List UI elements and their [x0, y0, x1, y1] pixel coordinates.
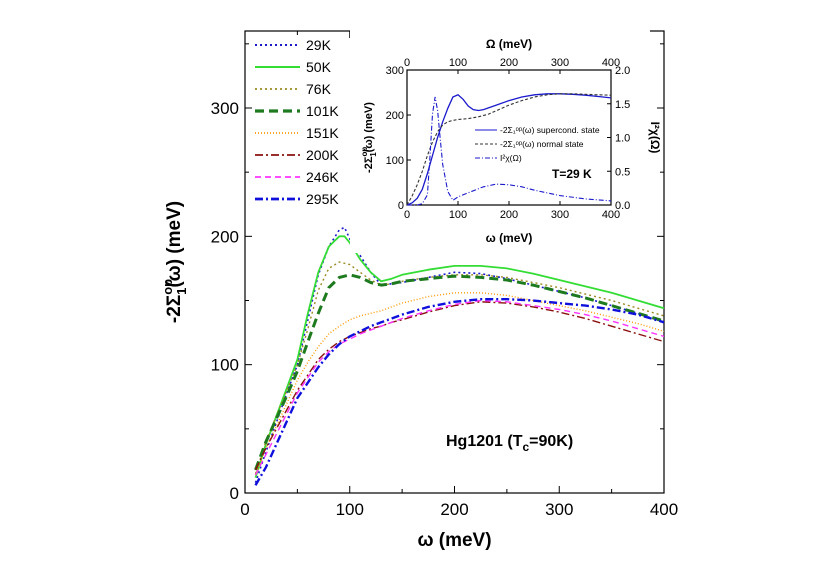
inset-series-group — [406, 93, 612, 206]
inset-x-tick-label: 200 — [500, 209, 518, 221]
inset-x2-tick-label: 100 — [449, 57, 467, 69]
svg-text:-2Σop1(ω) (meV): -2Σop1(ω) (meV) — [160, 201, 189, 323]
legend-label-29K: 29K — [306, 37, 332, 53]
inset-legend-label-1: -2Σ₁ᵒᵖ(ω) normal state — [500, 139, 584, 149]
inset-series-line-0 — [406, 93, 612, 206]
main-x-tick-label: 100 — [336, 500, 364, 519]
series-line-151K — [254, 292, 665, 476]
annotation-pre: Hg1201 (T — [446, 433, 523, 450]
sample-annotation: Hg1201 (Tc=90K) — [446, 433, 573, 454]
inset-y-label-sup: op — [360, 147, 369, 157]
legend-label-76K: 76K — [306, 81, 332, 97]
series-line-50K — [254, 235, 665, 478]
inset-x-tick-label: 0 — [404, 209, 410, 221]
inset-legend: -2Σ₁ᵒᵖ(ω) supercond. state -2Σ₁ᵒᵖ(ω) norm… — [475, 125, 600, 163]
series-line-295K — [254, 298, 665, 486]
main-x-tick-label: 400 — [650, 500, 678, 519]
inset-y-axis-label: -2Σop1(ω) (meV) — [360, 102, 378, 173]
series-line-76K — [254, 261, 665, 475]
legend-label-200K: 200K — [306, 147, 339, 163]
inset-x2-tick-label: 300 — [551, 57, 569, 69]
main-y-label-sup: op — [160, 279, 175, 295]
inset-temperature-annotation: T=29 K — [552, 167, 592, 181]
main-y-label-sub: 1 — [174, 288, 189, 295]
svg-text:-2Σop1(ω) (meV): -2Σop1(ω) (meV) — [360, 102, 378, 173]
inset-y2-tick-label: 2.0 — [615, 65, 630, 77]
main-x-tick-label: 0 — [240, 500, 249, 519]
main-series-group — [254, 226, 665, 486]
inset-x-tick-label: 300 — [551, 209, 569, 221]
legend-label-246K: 246K — [306, 169, 339, 185]
annotation-post: =90K) — [529, 433, 573, 450]
inset-x-tick-label: 400 — [602, 209, 620, 221]
inset-y-tick-label: 300 — [386, 65, 404, 77]
main-y-label-base: -2Σ — [164, 295, 185, 323]
inset-series-line-1 — [406, 93, 612, 206]
main-x-axis-label: ω (meV) — [417, 530, 491, 551]
inset-y2-tick-label: 1.5 — [615, 99, 630, 111]
inset-x2-tick-label: 200 — [500, 57, 518, 69]
legend-label-101K: 101K — [306, 103, 339, 119]
main-y-tick-label: 100 — [211, 356, 239, 375]
main-y-axis-label: -2Σop1(ω) (meV) — [160, 201, 189, 323]
inset-y-tick-label: 100 — [386, 155, 404, 167]
series-line-101K — [254, 273, 665, 471]
legend-label-50K: 50K — [306, 59, 332, 75]
inset-top-axis-label: Ω (meV) — [486, 37, 532, 51]
inset-background — [350, 28, 650, 253]
main-x-tick-label: 200 — [440, 500, 468, 519]
main-y-tick-label: 0 — [230, 484, 239, 503]
main-x-tick-label: 300 — [545, 500, 573, 519]
inset-y-label-sub: 1 — [369, 152, 378, 157]
inset-x-axis-label: ω (meV) — [486, 231, 533, 245]
main-y-tick-label: 300 — [211, 99, 239, 118]
series-line-246K — [254, 299, 665, 476]
inset-y2-tick-label: 0.5 — [615, 166, 630, 178]
inset-x2-tick-label: 400 — [602, 57, 620, 69]
inset-y2-tick-label: 1.0 — [615, 133, 630, 145]
inset-x-tick-label: 100 — [449, 209, 467, 221]
main-y-label-tail: (ω) (meV) — [164, 201, 185, 288]
inset-y-label-tail: (ω) (meV) — [363, 102, 375, 153]
legend-label-295K: 295K — [306, 191, 339, 207]
inset-axis-ticks: 0010010020020030030040040001002003000.00… — [386, 57, 631, 221]
annotation-sub: c — [522, 440, 529, 454]
legend-label-151K: 151K — [306, 125, 339, 141]
inset-legend-label-0: -2Σ₁ᵒᵖ(ω) supercond. state — [500, 125, 600, 135]
inset-y2-tick-label: 0.0 — [615, 200, 630, 212]
inset-y-tick-label: 0 — [398, 200, 404, 212]
inset-series-line-2 — [407, 96, 612, 206]
main-legend: 29K 50K 76K 101K 151K 200K 246K 295K — [255, 37, 339, 207]
main-y-tick-label: 200 — [211, 227, 239, 246]
inset-x2-tick-label: 0 — [404, 57, 410, 69]
inset-legend-label-2: I²χ(Ω) — [500, 153, 522, 163]
inset-y-label-base: -2Σ — [363, 156, 375, 173]
inset-right-axis-label: I²χ(Ω) — [648, 122, 662, 154]
inset-y-tick-label: 200 — [386, 110, 404, 122]
